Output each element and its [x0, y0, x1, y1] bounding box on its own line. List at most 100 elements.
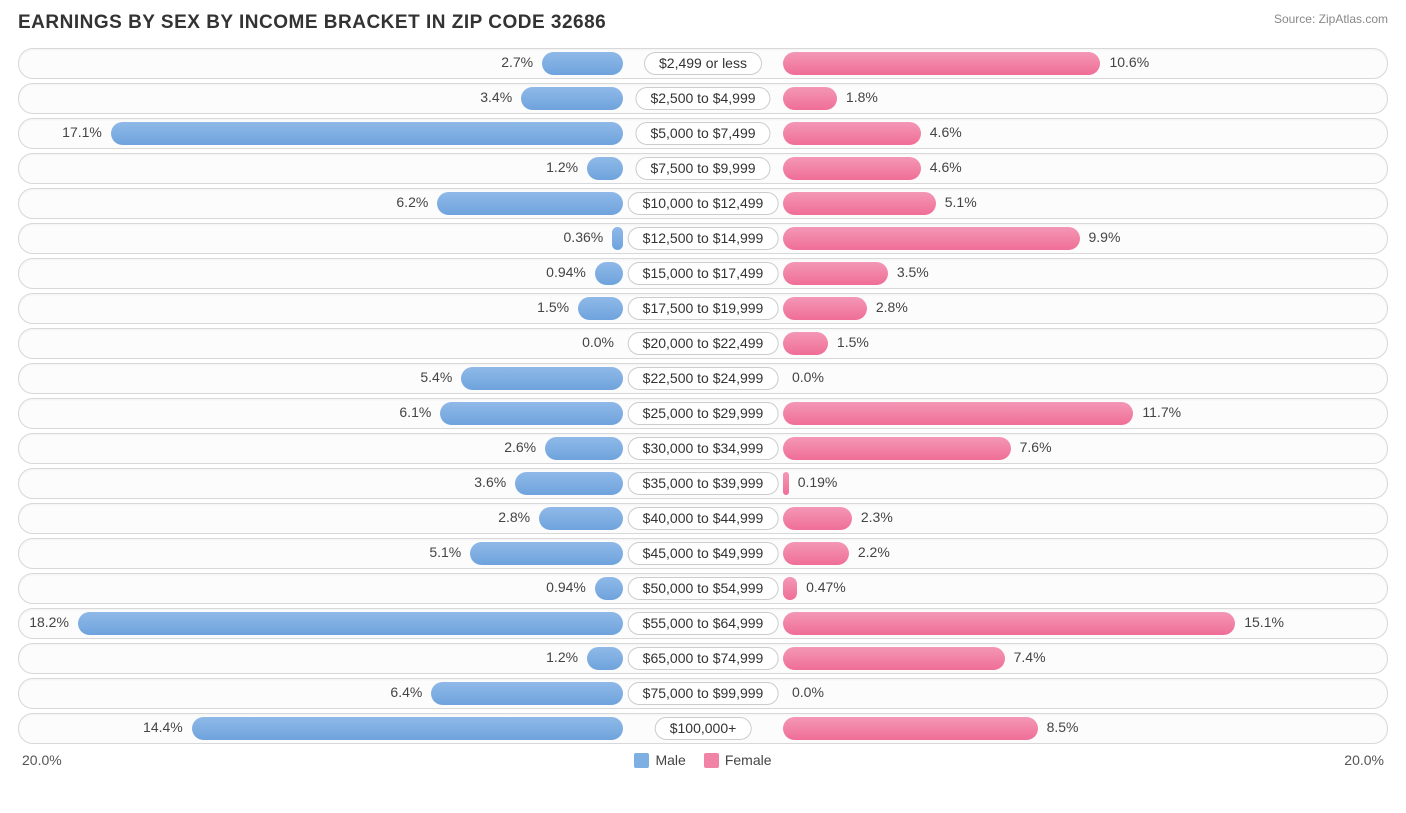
- category-label: $17,500 to $19,999: [628, 297, 779, 320]
- female-value: 8.5%: [1047, 719, 1079, 735]
- male-value: 17.1%: [62, 124, 102, 140]
- female-bar: [783, 437, 1011, 460]
- chart-row: 2.8%2.3%$40,000 to $44,999: [18, 503, 1388, 534]
- male-bar: [437, 192, 623, 215]
- male-value: 6.2%: [396, 194, 428, 210]
- male-value: 1.5%: [537, 299, 569, 315]
- female-value: 2.2%: [858, 544, 890, 560]
- female-bar: [783, 297, 867, 320]
- chart-row: 0.0% 1.5% $20,000 to $22,499: [18, 328, 1388, 359]
- legend-label-male: Male: [655, 752, 685, 768]
- chart-row: 1.2%7.4%$65,000 to $74,999: [18, 643, 1388, 674]
- female-value: 7.6%: [1020, 439, 1052, 455]
- chart-footer: 20.0% Male Female 20.0%: [18, 752, 1388, 768]
- female-value: 0.0%: [792, 684, 824, 700]
- male-bar: [440, 402, 623, 425]
- female-value: 2.3%: [861, 509, 893, 525]
- female-value: 1.5%: [837, 334, 869, 350]
- legend-item-male: Male: [634, 752, 685, 768]
- category-label: $45,000 to $49,999: [628, 542, 779, 565]
- male-bar: [515, 472, 623, 495]
- female-value: 0.19%: [798, 474, 838, 490]
- male-bar: [612, 227, 623, 250]
- chart-row: 3.4% 1.8% $2,500 to $4,999: [18, 83, 1388, 114]
- female-bar: [783, 87, 837, 110]
- male-value: 0.94%: [546, 579, 586, 595]
- category-label: $55,000 to $64,999: [628, 612, 779, 635]
- chart-row: 3.6%0.19%$35,000 to $39,999: [18, 468, 1388, 499]
- female-bar: [783, 507, 852, 530]
- female-value: 10.6%: [1109, 54, 1149, 70]
- female-bar: [783, 227, 1080, 250]
- chart-row: 0.94% 0.47% $50,000 to $54,999: [18, 573, 1388, 604]
- male-value: 2.6%: [504, 439, 536, 455]
- female-value: 15.1%: [1244, 614, 1284, 630]
- male-value: 0.0%: [582, 334, 614, 350]
- female-value: 4.6%: [930, 124, 962, 140]
- chart-row: 1.5% 2.8% $17,500 to $19,999: [18, 293, 1388, 324]
- male-value: 5.4%: [420, 369, 452, 385]
- diverging-bar-chart: 2.7%10.6%$2,499 or less3.4%1.8%$2,500 to…: [18, 48, 1388, 744]
- male-value: 5.1%: [429, 544, 461, 560]
- chart-row: 6.1%11.7%$25,000 to $29,999: [18, 398, 1388, 429]
- chart-row: 0.94%3.5%$15,000 to $17,499: [18, 258, 1388, 289]
- female-bar: [783, 647, 1005, 670]
- female-bar: [783, 577, 797, 600]
- chart-row: 6.2%5.1%$10,000 to $12,499: [18, 188, 1388, 219]
- category-label: $2,499 or less: [644, 52, 762, 75]
- chart-row: 18.2% 15.1% $55,000 to $64,999: [18, 608, 1388, 639]
- male-value: 0.94%: [546, 264, 586, 280]
- chart-row: 0.36%9.9%$12,500 to $14,999: [18, 223, 1388, 254]
- female-bar: [783, 122, 921, 145]
- legend: Male Female: [634, 752, 771, 768]
- chart-row: 14.4% 8.5% $100,000+: [18, 713, 1388, 744]
- male-value: 3.4%: [480, 89, 512, 105]
- female-swatch: [704, 753, 719, 768]
- male-bar: [431, 682, 623, 705]
- chart-row: 5.1% 2.2% $45,000 to $49,999: [18, 538, 1388, 569]
- male-value: 14.4%: [143, 719, 183, 735]
- legend-label-female: Female: [725, 752, 772, 768]
- male-bar: [542, 52, 623, 75]
- male-value: 1.2%: [546, 159, 578, 175]
- male-bar: [461, 367, 623, 390]
- male-value: 1.2%: [546, 649, 578, 665]
- category-label: $30,000 to $34,999: [628, 437, 779, 460]
- female-value: 0.47%: [806, 579, 846, 595]
- female-value: 2.8%: [876, 299, 908, 315]
- axis-label-right: 20.0%: [1344, 752, 1384, 768]
- chart-header: EARNINGS BY SEX BY INCOME BRACKET IN ZIP…: [18, 12, 1388, 34]
- chart-row: 1.2%4.6%$7,500 to $9,999: [18, 153, 1388, 184]
- female-value: 1.8%: [846, 89, 878, 105]
- chart-row: 6.4%0.0%$75,000 to $99,999: [18, 678, 1388, 709]
- male-value: 0.36%: [564, 229, 604, 245]
- male-bar: [595, 262, 623, 285]
- male-bar: [521, 87, 623, 110]
- category-label: $50,000 to $54,999: [628, 577, 779, 600]
- chart-source: Source: ZipAtlas.com: [1274, 12, 1388, 26]
- category-label: $2,500 to $4,999: [635, 87, 770, 110]
- male-bar: [539, 507, 623, 530]
- female-bar: [783, 542, 849, 565]
- male-value: 2.8%: [498, 509, 530, 525]
- category-label: $15,000 to $17,499: [628, 262, 779, 285]
- female-value: 9.9%: [1089, 229, 1121, 245]
- category-label: $75,000 to $99,999: [628, 682, 779, 705]
- female-value: 11.7%: [1142, 404, 1181, 420]
- category-label: $25,000 to $29,999: [628, 402, 779, 425]
- chart-title: EARNINGS BY SEX BY INCOME BRACKET IN ZIP…: [18, 12, 606, 34]
- male-swatch: [634, 753, 649, 768]
- female-value: 7.4%: [1014, 649, 1046, 665]
- female-value: 0.0%: [792, 369, 824, 385]
- chart-row: 2.6% 7.6% $30,000 to $34,999: [18, 433, 1388, 464]
- male-bar: [192, 717, 623, 740]
- category-label: $7,500 to $9,999: [635, 157, 770, 180]
- category-label: $100,000+: [655, 717, 752, 740]
- male-bar: [587, 647, 623, 670]
- category-label: $20,000 to $22,499: [628, 332, 779, 355]
- female-bar: [783, 262, 888, 285]
- category-label: $22,500 to $24,999: [628, 367, 779, 390]
- female-bar: [783, 612, 1235, 635]
- male-value: 18.2%: [29, 614, 69, 630]
- male-bar: [545, 437, 623, 460]
